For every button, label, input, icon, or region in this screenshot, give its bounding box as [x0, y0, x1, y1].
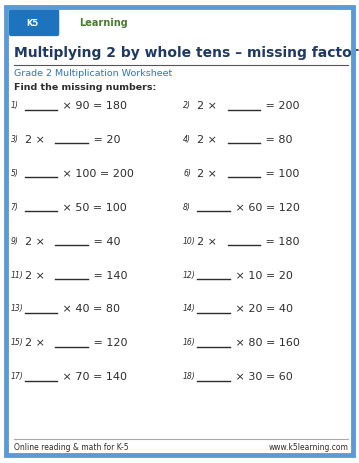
Text: 14): 14) — [183, 304, 196, 313]
Text: × 50 = 100: × 50 = 100 — [59, 202, 127, 213]
Text: 2 ×: 2 × — [197, 169, 221, 179]
Text: Multiplying 2 by whole tens – missing factor: Multiplying 2 by whole tens – missing fa… — [14, 46, 359, 60]
Text: 2 ×: 2 × — [197, 135, 221, 145]
Text: Find the missing numbers:: Find the missing numbers: — [14, 82, 157, 91]
Text: 5): 5) — [11, 169, 19, 177]
Text: = 40: = 40 — [89, 236, 120, 246]
Text: www.k5learning.com: www.k5learning.com — [269, 442, 348, 450]
Text: × 100 = 200: × 100 = 200 — [59, 169, 134, 179]
Text: 1): 1) — [11, 101, 19, 110]
Text: × 10 = 20: × 10 = 20 — [232, 270, 293, 280]
Text: 2 ×: 2 × — [25, 338, 48, 348]
Text: = 100: = 100 — [262, 169, 299, 179]
Text: × 60 = 120: × 60 = 120 — [232, 202, 299, 213]
Text: 10): 10) — [183, 236, 196, 245]
Text: 12): 12) — [183, 270, 196, 279]
Text: = 80: = 80 — [262, 135, 292, 145]
Text: 2 ×: 2 × — [25, 135, 48, 145]
Text: 2): 2) — [183, 101, 191, 110]
Text: 15): 15) — [11, 338, 24, 346]
Text: 3): 3) — [11, 135, 19, 144]
Text: 6): 6) — [183, 169, 191, 177]
FancyBboxPatch shape — [9, 10, 59, 37]
Text: 4): 4) — [183, 135, 191, 144]
Text: 8): 8) — [183, 202, 191, 211]
Text: 2 ×: 2 × — [25, 236, 48, 246]
Text: = 20: = 20 — [89, 135, 120, 145]
Text: × 90 = 180: × 90 = 180 — [59, 101, 127, 111]
Text: 7): 7) — [11, 202, 19, 211]
Text: K5: K5 — [26, 19, 38, 28]
Text: = 180: = 180 — [262, 236, 299, 246]
Text: 17): 17) — [11, 371, 24, 380]
Text: × 20 = 40: × 20 = 40 — [232, 304, 293, 314]
Text: = 120: = 120 — [89, 338, 127, 348]
Text: × 80 = 160: × 80 = 160 — [232, 338, 299, 348]
Text: 2 ×: 2 × — [197, 236, 221, 246]
Text: 18): 18) — [183, 371, 196, 380]
Text: Grade 2 Multiplication Worksheet: Grade 2 Multiplication Worksheet — [14, 69, 173, 77]
Text: × 40 = 80: × 40 = 80 — [59, 304, 120, 314]
Text: 16): 16) — [183, 338, 196, 346]
Text: 2 ×: 2 × — [197, 101, 221, 111]
Text: 2 ×: 2 × — [25, 270, 48, 280]
Text: 9): 9) — [11, 236, 19, 245]
Text: × 70 = 140: × 70 = 140 — [59, 371, 127, 382]
Text: = 200: = 200 — [262, 101, 299, 111]
Text: Learning: Learning — [79, 18, 128, 28]
Text: Online reading & math for K-5: Online reading & math for K-5 — [14, 442, 129, 450]
Text: 11): 11) — [11, 270, 24, 279]
Text: × 30 = 60: × 30 = 60 — [232, 371, 292, 382]
Text: 13): 13) — [11, 304, 24, 313]
Text: = 140: = 140 — [89, 270, 127, 280]
